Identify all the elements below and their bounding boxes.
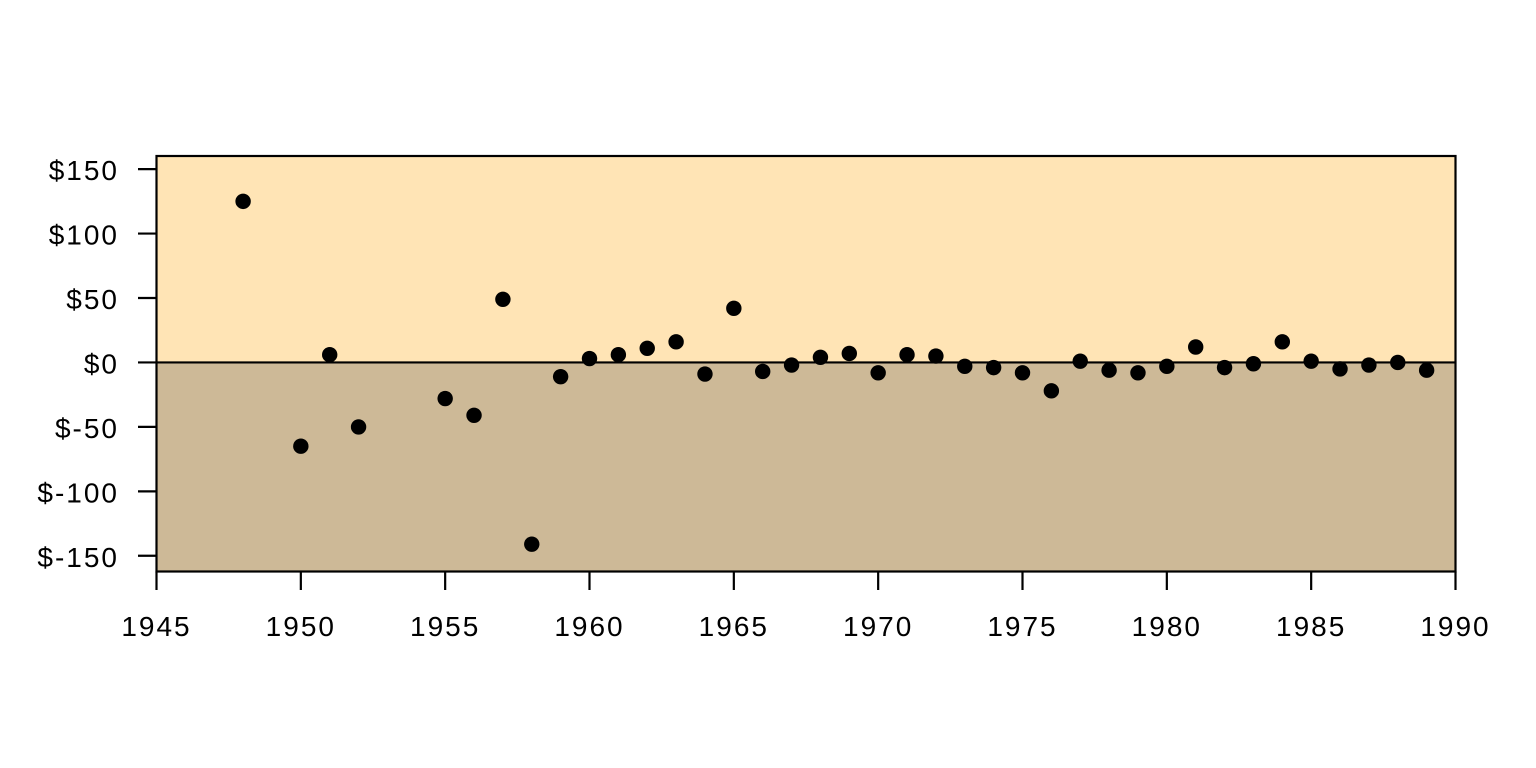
x-tick-label: 1965 bbox=[699, 611, 769, 642]
x-tick-label: 1975 bbox=[987, 611, 1057, 642]
data-point bbox=[812, 349, 829, 366]
data-point bbox=[1043, 383, 1060, 399]
data-point bbox=[1188, 339, 1204, 355]
data-point bbox=[755, 363, 771, 380]
data-point bbox=[1332, 361, 1348, 377]
data-point bbox=[524, 536, 540, 552]
data-point bbox=[1014, 365, 1031, 381]
x-tick-label: 1985 bbox=[1276, 611, 1346, 642]
data-point bbox=[350, 419, 367, 435]
data-point bbox=[726, 300, 742, 317]
data-point bbox=[928, 348, 944, 364]
x-tick-label: 1945 bbox=[121, 611, 191, 642]
data-point bbox=[495, 291, 511, 308]
data-point bbox=[437, 390, 453, 407]
data-point bbox=[957, 358, 973, 375]
data-point bbox=[668, 334, 684, 350]
data-point bbox=[1072, 353, 1088, 369]
x-tick-label: 1960 bbox=[554, 611, 624, 642]
y-tick-label: $-50 bbox=[55, 413, 119, 444]
y-tick-label: $-150 bbox=[37, 542, 119, 573]
x-tick-label: 1990 bbox=[1420, 611, 1490, 642]
data-point bbox=[1130, 365, 1146, 381]
x-tick-label: 1950 bbox=[266, 611, 336, 642]
x-tick-label: 1980 bbox=[1132, 611, 1202, 642]
plot-border bbox=[155, 154, 1457, 573]
data-point bbox=[235, 193, 251, 210]
y-tick-label: $50 bbox=[66, 284, 119, 315]
data-point bbox=[985, 359, 1002, 376]
data-point bbox=[1159, 358, 1175, 375]
data-point bbox=[1361, 357, 1377, 373]
data-point bbox=[1245, 356, 1262, 372]
data-point bbox=[610, 347, 627, 363]
data-point bbox=[870, 365, 886, 381]
data-point bbox=[639, 340, 655, 356]
data-point bbox=[1303, 353, 1319, 369]
data-point bbox=[783, 357, 800, 373]
data-point bbox=[697, 366, 713, 382]
y-tick-label: $150 bbox=[49, 155, 119, 186]
data-point bbox=[1274, 334, 1291, 350]
y-tick-label: $-100 bbox=[37, 477, 119, 508]
data-point bbox=[1216, 359, 1233, 376]
data-point bbox=[1101, 362, 1117, 378]
data-point bbox=[1390, 354, 1406, 371]
y-tick-label: $0 bbox=[84, 348, 119, 379]
data-point bbox=[466, 407, 482, 424]
data-point bbox=[899, 347, 915, 363]
data-point bbox=[293, 438, 309, 454]
data-point bbox=[552, 368, 569, 385]
data-point bbox=[581, 350, 598, 367]
data-point bbox=[1418, 362, 1435, 378]
x-tick-label: 1955 bbox=[410, 611, 480, 642]
x-tick-label: 1970 bbox=[843, 611, 913, 642]
y-tick-label: $100 bbox=[49, 220, 119, 251]
plot-region-above-zero bbox=[156, 156, 1456, 363]
data-point bbox=[841, 345, 857, 362]
data-point bbox=[322, 347, 338, 363]
plot-region-below-zero bbox=[156, 362, 1456, 572]
